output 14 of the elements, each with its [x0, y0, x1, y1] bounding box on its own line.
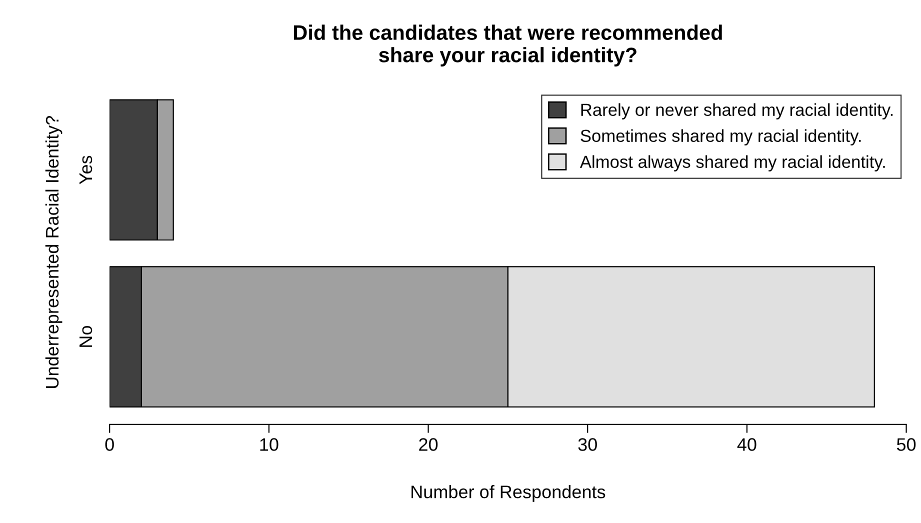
y-tick-label: No	[80, 326, 92, 347]
y-tick-label: Yes	[80, 156, 92, 184]
y-axis-title: Underrepresented Racial Identity?	[45, 116, 62, 388]
x-axis-title: Number of Respondents	[412, 485, 606, 502]
legend-label: Sometimes shared my racial identity.	[580, 129, 861, 146]
x-tick-label: 20	[419, 438, 438, 451]
x-tick-label: 50	[896, 438, 916, 451]
legend-label: Rarely or never shared my racial identity.	[581, 103, 893, 120]
chart-title: Did the candidates that were recommended share your racial identity?	[294, 24, 722, 66]
x-tick-label: 30	[578, 438, 597, 451]
x-tick-label: 40	[737, 438, 756, 451]
x-tick-label: 10	[260, 438, 278, 451]
x-tick-label: 0	[105, 438, 114, 451]
legend-label: Almost always shared my racial identity.	[580, 155, 885, 172]
